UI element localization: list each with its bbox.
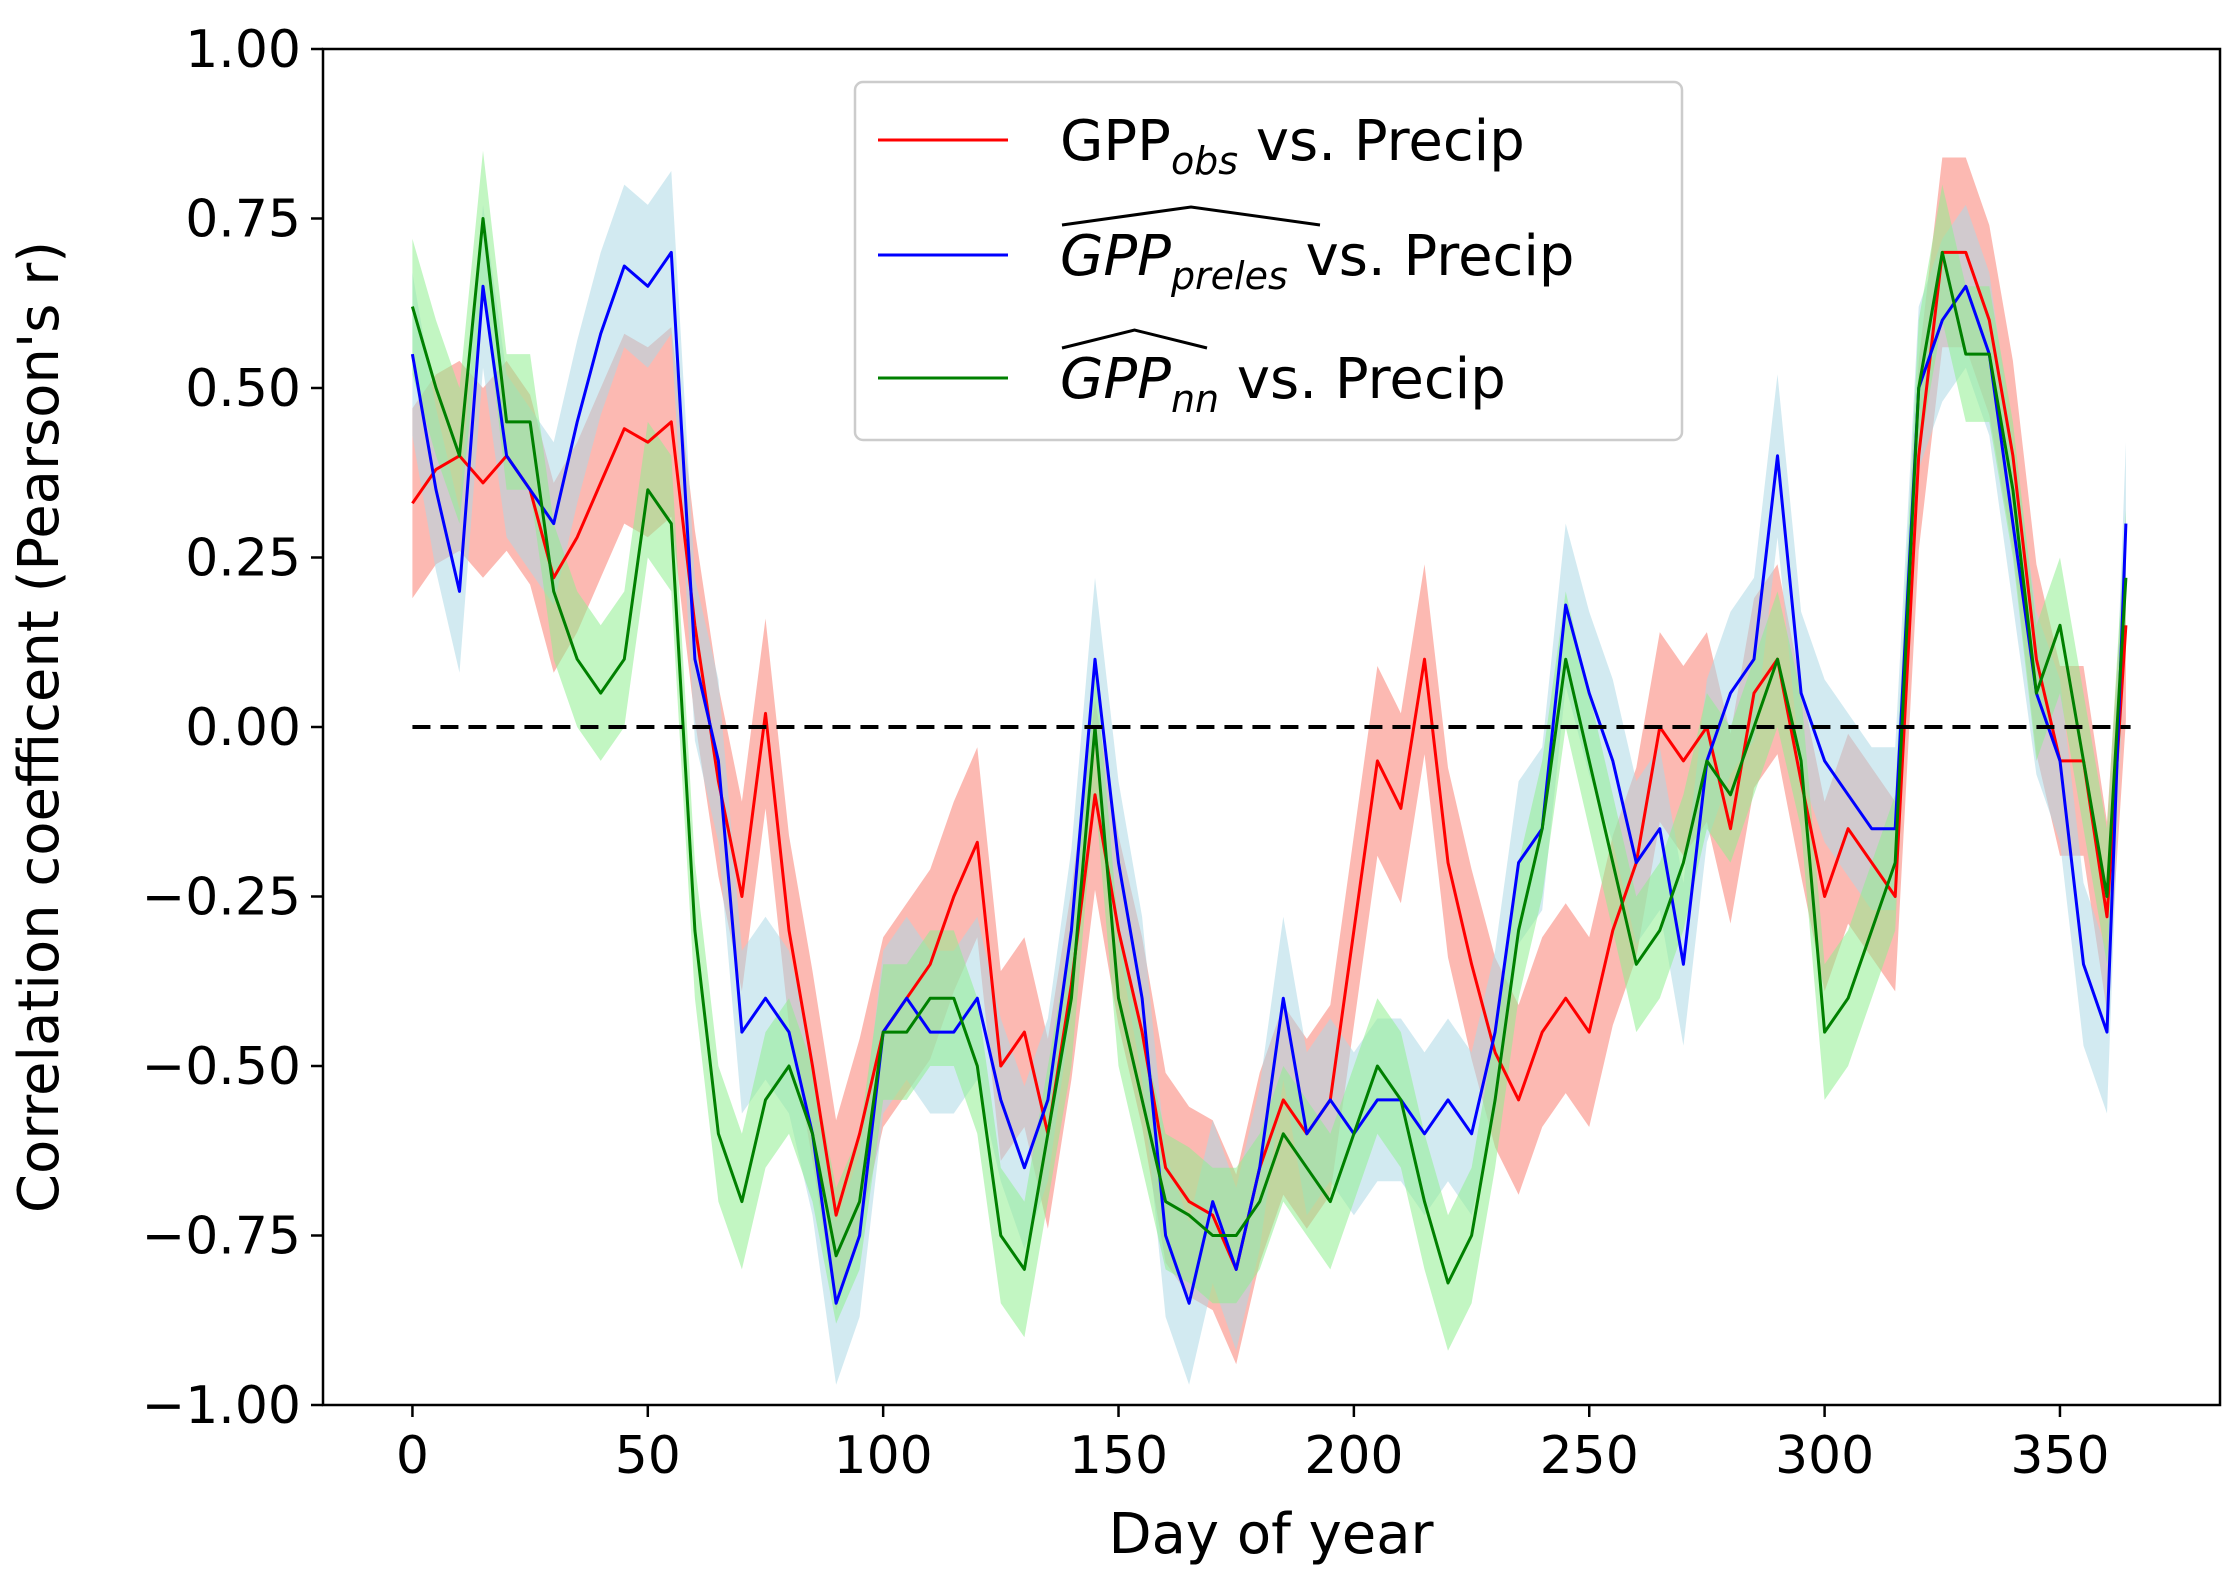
legend-label-1: GPPpreles vs. Precip — [1060, 224, 1574, 298]
legend-label-0: GPPobs vs. Precip — [1060, 109, 1525, 183]
legend-hat-2 — [1061, 328, 1208, 350]
x-tick-label: 150 — [1069, 1426, 1168, 1486]
x-tick-label: 350 — [2010, 1426, 2109, 1486]
y-tick-label: 1.00 — [185, 20, 301, 80]
y-tick-label: 0.50 — [185, 359, 301, 419]
y-tick-label: 0.00 — [185, 698, 301, 758]
y-tick-label: 0.25 — [185, 529, 301, 589]
x-tick-label: 0 — [396, 1426, 429, 1486]
y-tick-label: 0.75 — [185, 190, 301, 250]
x-tick-label: 250 — [1540, 1426, 1639, 1486]
x-tick-label: 300 — [1775, 1426, 1874, 1486]
line-series-1 — [410, 250, 2128, 1305]
x-tick-label: 50 — [615, 1426, 681, 1486]
x-axis-ticks: 0 50 100 150 200 250 300 350 — [396, 1405, 2110, 1486]
line-series-2 — [410, 217, 2128, 1285]
y-axis-label: Correlation coefficent (Pearson's r) — [7, 241, 72, 1213]
x-tick-label: 100 — [834, 1426, 933, 1486]
x-axis-label: Day of year — [1108, 1502, 1434, 1567]
band-series-2 — [412, 150, 2126, 1351]
y-tick-label: −0.50 — [142, 1037, 301, 1097]
series-lines — [410, 217, 2128, 1305]
legend-hat-1 — [1061, 205, 1321, 227]
y-tick-label: −1.00 — [142, 1376, 301, 1436]
y-tick-label: −0.25 — [142, 868, 301, 928]
y-tick-label: −0.75 — [142, 1207, 301, 1267]
legend: GPPobs vs. Precip GPPpreles vs. Precip GPP… — [853, 80, 1684, 442]
line-series-0 — [411, 250, 2128, 1271]
x-tick-label: 200 — [1304, 1426, 1403, 1486]
y-axis-ticks: −1.00 −0.75 −0.50 −0.25 0.00 0.25 0.50 0.75 1.00 — [142, 20, 323, 1436]
legend-box — [853, 80, 1684, 442]
legend-label-2: GPPnn vs. Precip — [1060, 347, 1506, 421]
